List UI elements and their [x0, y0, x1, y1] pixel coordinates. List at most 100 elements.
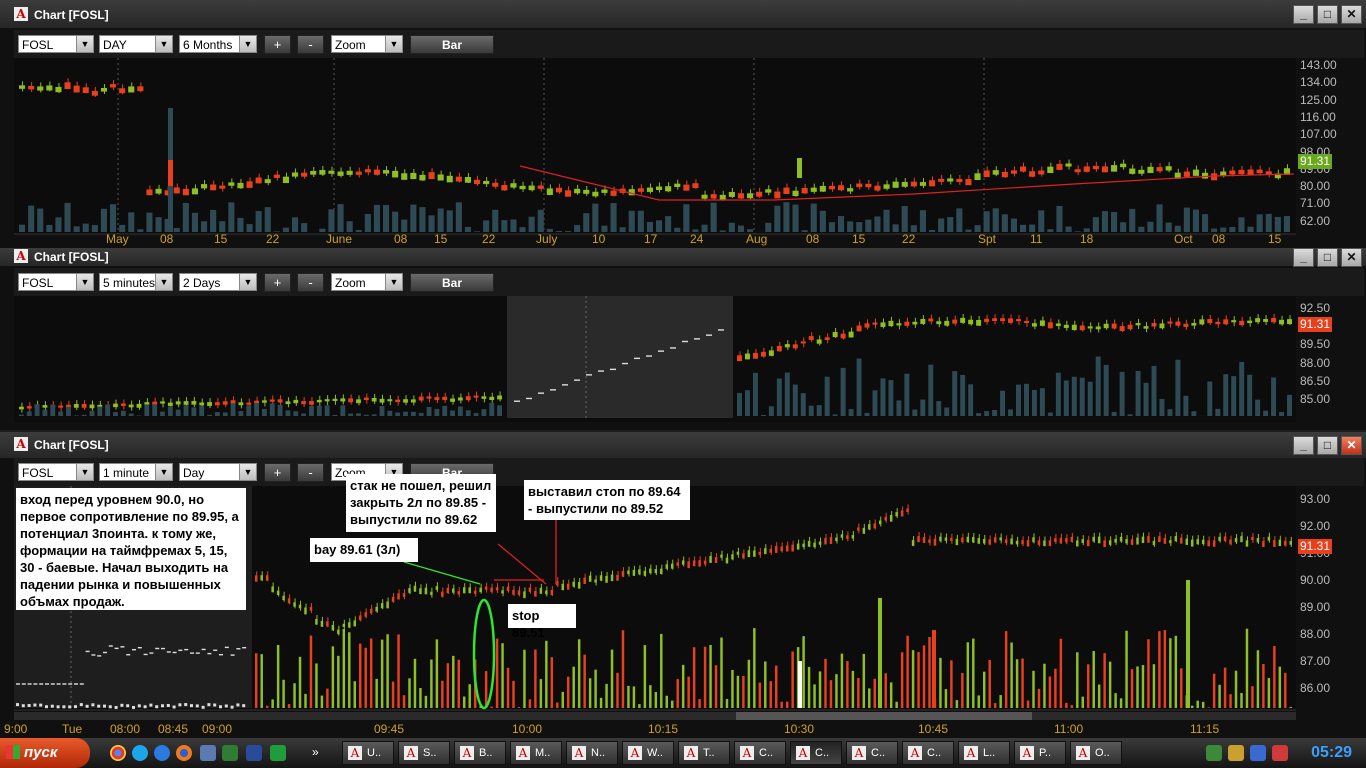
volume-bar [1076, 652, 1079, 708]
candle-body [984, 318, 990, 323]
candle-body [419, 174, 426, 181]
volume-bar [418, 412, 424, 416]
desktop-icon[interactable] [200, 745, 216, 761]
interval-select[interactable]: 1 minute ▼ [99, 463, 173, 481]
candle-body [273, 174, 280, 178]
candle-body [545, 590, 548, 595]
volume-bar [840, 653, 844, 708]
interval-select[interactable]: 5 minutes ▼ [99, 273, 173, 291]
volume-bar [808, 405, 814, 416]
symbol-select[interactable]: FOSL ▼ [18, 273, 94, 291]
language-icon[interactable] [1272, 745, 1288, 761]
taskbar-button[interactable]: A L.. [958, 741, 1010, 765]
candle-body [1271, 317, 1277, 323]
candle-body [775, 546, 778, 553]
firefox-icon[interactable] [176, 745, 192, 761]
price-chart-daily[interactable]: 143.00134.00125.00116.00107.0098.0089.00… [14, 58, 1352, 246]
taskbar-button[interactable]: A S.. [398, 741, 450, 765]
candle-body [904, 321, 910, 326]
minimize-button[interactable]: _ [1293, 5, 1314, 24]
close-button[interactable]: ✕ [1341, 5, 1362, 24]
taskbar-button[interactable]: A M.. [510, 741, 562, 765]
taskbar-button[interactable]: A N.. [566, 741, 618, 765]
zoom-select[interactable]: Zoom ▼ [331, 35, 403, 53]
zoom-in-button[interactable]: + [264, 273, 291, 292]
save-icon[interactable] [246, 745, 262, 761]
taskbar-button[interactable]: A T.. [678, 741, 730, 765]
network-icon[interactable] [1206, 745, 1222, 761]
zoom-select[interactable]: Zoom ▼ [331, 273, 403, 291]
flag-icon[interactable] [1250, 745, 1266, 761]
volume-icon[interactable] [1228, 745, 1244, 761]
volume-bar [1048, 676, 1052, 708]
candle-body [517, 590, 521, 595]
range-select[interactable]: Day ▼ [179, 463, 257, 481]
candle-body [183, 401, 189, 405]
taskbar-button[interactable]: A P.. [1014, 741, 1066, 765]
chrome-icon[interactable] [110, 745, 126, 761]
interval-select[interactable]: DAY ▼ [99, 35, 173, 53]
excel-icon[interactable] [222, 745, 238, 761]
zoom-out-button[interactable]: - [297, 35, 324, 54]
taskbar-button-label: C.. [927, 747, 942, 759]
zoom-out-button[interactable]: - [297, 273, 324, 292]
x-tick-label: 10:15 [648, 722, 679, 736]
candle-body [929, 180, 936, 187]
candle-body [993, 537, 997, 543]
candle-body [872, 322, 878, 325]
close-button[interactable]: ✕ [1341, 248, 1362, 267]
volume-bar [1135, 371, 1141, 416]
symbol-select[interactable]: FOSL ▼ [18, 463, 94, 481]
zoom-in-button[interactable]: + [264, 35, 291, 54]
candle-body [353, 620, 356, 627]
volume-bar [113, 412, 118, 416]
start-button[interactable]: пуск [0, 738, 90, 768]
taskbar-button[interactable]: A C.. [846, 741, 898, 765]
taskbar-button[interactable]: A C.. [902, 741, 954, 765]
candle-body [1055, 323, 1061, 326]
symbol-select[interactable]: FOSL ▼ [18, 35, 94, 53]
title-bar[interactable]: A Chart [FOSL] _ □ ✕ [0, 432, 1366, 458]
taskbar-button[interactable]: A W.. [622, 741, 674, 765]
volume-bar [550, 657, 554, 708]
chart-type-button[interactable]: Bar [410, 273, 494, 292]
x-tick-label: 08:00 [110, 722, 141, 736]
taskbar-button[interactable]: A C.. [734, 741, 786, 765]
volume-bar [149, 703, 153, 707]
candle-body [164, 190, 171, 196]
clock[interactable]: 05:29 [1311, 744, 1352, 761]
taskbar-button[interactable]: A O.. [1070, 741, 1122, 765]
close-button[interactable]: ✕ [1341, 436, 1362, 455]
volume-bar [66, 406, 71, 416]
maximize-button[interactable]: □ [1317, 436, 1338, 455]
range-select[interactable]: 2 Days ▼ [179, 273, 257, 291]
taskbar-button[interactable]: A C.. [790, 741, 842, 765]
title-bar[interactable]: A Chart [FOSL] _ □ ✕ [0, 0, 1366, 28]
candle-body [387, 399, 393, 402]
taskbar-button[interactable]: A U.. [342, 741, 394, 765]
zoom-in-button[interactable]: + [264, 463, 291, 482]
app-green-icon[interactable] [270, 745, 286, 761]
candle-body [1215, 321, 1221, 325]
volume-bar [46, 224, 53, 232]
zoom-out-button[interactable]: - [297, 463, 324, 482]
skype-icon[interactable] [132, 745, 148, 761]
candle-body [246, 181, 253, 188]
candle-body [896, 323, 902, 326]
maximize-button[interactable]: □ [1317, 5, 1338, 24]
arrow-line [497, 543, 547, 585]
minimize-button[interactable]: _ [1293, 436, 1314, 455]
volume-bar [178, 703, 182, 707]
ie-icon[interactable] [154, 745, 170, 761]
chart-type-button[interactable]: Bar [410, 35, 494, 54]
minimize-button[interactable]: _ [1293, 248, 1314, 267]
candle-body [928, 318, 934, 322]
price-chart-1min[interactable]: 93.0092.0091.0090.0089.0088.0087.0086.00… [4, 474, 1352, 738]
maximize-button[interactable]: □ [1317, 248, 1338, 267]
more-chevron-icon[interactable]: » [312, 745, 319, 759]
taskbar-button[interactable]: A B.. [454, 741, 506, 765]
candle-body [992, 170, 999, 175]
range-select[interactable]: 6 Months ▼ [179, 35, 257, 53]
title-bar[interactable]: A Chart [FOSL] _ □ ✕ [0, 248, 1366, 267]
